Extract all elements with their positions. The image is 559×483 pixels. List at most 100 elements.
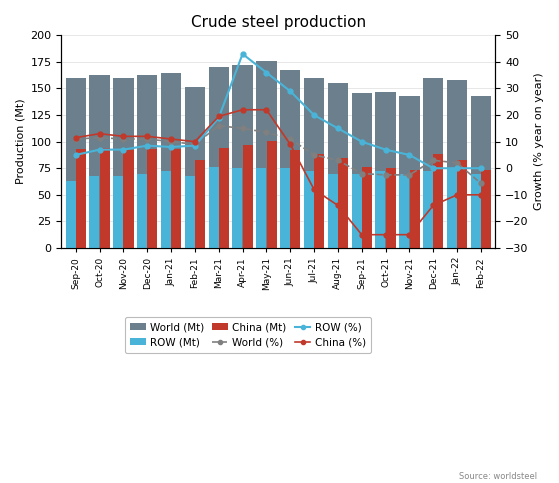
Bar	[113, 176, 123, 248]
ROW (%)	[287, 88, 293, 94]
ROW (%)	[382, 147, 389, 153]
Bar	[386, 168, 396, 248]
Bar	[89, 176, 100, 248]
ROW (%)	[120, 147, 127, 153]
World (%)	[144, 136, 150, 142]
Legend: World (Mt), ROW (Mt), China (Mt), World (%), ROW (%), China (%): World (Mt), ROW (Mt), China (Mt), World …	[125, 317, 371, 353]
World (%)	[192, 142, 198, 147]
Title: Crude steel production: Crude steel production	[191, 15, 366, 30]
Bar	[137, 75, 157, 248]
Bar	[338, 157, 348, 248]
Bar	[243, 145, 253, 248]
China (%)	[168, 136, 174, 142]
Y-axis label: Growth (% year on year): Growth (% year on year)	[534, 73, 544, 211]
China (%)	[454, 192, 461, 198]
Bar	[471, 173, 481, 248]
ROW (%)	[239, 51, 246, 57]
World (%)	[168, 139, 174, 144]
Bar	[161, 171, 171, 248]
ROW (%)	[192, 143, 198, 149]
World (%)	[287, 136, 293, 142]
China (%)	[96, 131, 103, 137]
World (%)	[263, 129, 270, 135]
China (%)	[311, 186, 318, 192]
ROW (%)	[454, 165, 461, 171]
Bar	[148, 149, 157, 248]
Bar	[457, 160, 467, 248]
Bar	[256, 61, 277, 248]
ROW (%)	[477, 165, 484, 171]
Bar	[433, 155, 443, 248]
Bar	[161, 72, 181, 248]
China (%)	[430, 202, 437, 208]
ROW (%)	[263, 70, 270, 75]
Line: World (%): World (%)	[73, 123, 484, 186]
China (%)	[215, 114, 222, 119]
Bar	[100, 148, 110, 248]
ROW (%)	[144, 143, 150, 149]
China (%)	[382, 232, 389, 238]
Bar	[65, 181, 75, 248]
Bar	[352, 93, 372, 248]
Bar	[219, 148, 229, 248]
China (%)	[334, 202, 341, 208]
World (%)	[382, 172, 389, 178]
Bar	[280, 168, 290, 248]
China (%)	[144, 133, 150, 139]
Bar	[209, 167, 219, 248]
Bar	[233, 65, 253, 248]
Bar	[362, 167, 372, 248]
ROW (%)	[311, 112, 318, 118]
Bar	[185, 87, 205, 248]
Bar	[304, 78, 324, 248]
Bar	[137, 173, 147, 248]
Bar	[290, 150, 300, 248]
China (%)	[263, 107, 270, 113]
Line: China (%): China (%)	[73, 107, 484, 237]
World (%)	[72, 136, 79, 142]
World (%)	[406, 172, 413, 178]
Bar	[471, 96, 491, 248]
Bar	[256, 168, 266, 248]
Bar	[304, 171, 314, 248]
China (%)	[239, 107, 246, 113]
Bar	[171, 149, 181, 248]
ROW (%)	[72, 152, 79, 158]
Bar	[280, 71, 300, 248]
China (%)	[406, 232, 413, 238]
Bar	[314, 155, 324, 248]
World (%)	[334, 157, 341, 163]
ROW (%)	[334, 126, 341, 131]
World (%)	[215, 123, 222, 128]
Y-axis label: Production (Mt): Production (Mt)	[15, 99, 25, 185]
China (%)	[120, 133, 127, 139]
Bar	[65, 78, 86, 248]
World (%)	[430, 157, 437, 163]
Bar	[185, 176, 195, 248]
World (%)	[358, 170, 365, 176]
Bar	[352, 173, 362, 248]
Bar	[76, 149, 86, 248]
ROW (%)	[168, 144, 174, 150]
Bar	[124, 150, 134, 248]
China (%)	[477, 192, 484, 198]
Bar	[399, 173, 409, 248]
Bar	[328, 173, 338, 248]
World (%)	[477, 181, 484, 186]
China (%)	[192, 139, 198, 144]
Line: ROW (%): ROW (%)	[73, 52, 484, 170]
Bar	[481, 170, 491, 248]
Bar	[209, 67, 229, 248]
Text: Source: worldsteel: Source: worldsteel	[458, 471, 537, 481]
Bar	[447, 80, 467, 248]
Bar	[328, 83, 348, 248]
Bar	[113, 78, 134, 248]
China (%)	[287, 142, 293, 147]
World (%)	[454, 160, 461, 166]
ROW (%)	[96, 147, 103, 153]
Bar	[423, 78, 443, 248]
Bar	[376, 171, 386, 248]
Bar	[267, 141, 277, 248]
ROW (%)	[406, 152, 413, 158]
Bar	[89, 75, 110, 248]
